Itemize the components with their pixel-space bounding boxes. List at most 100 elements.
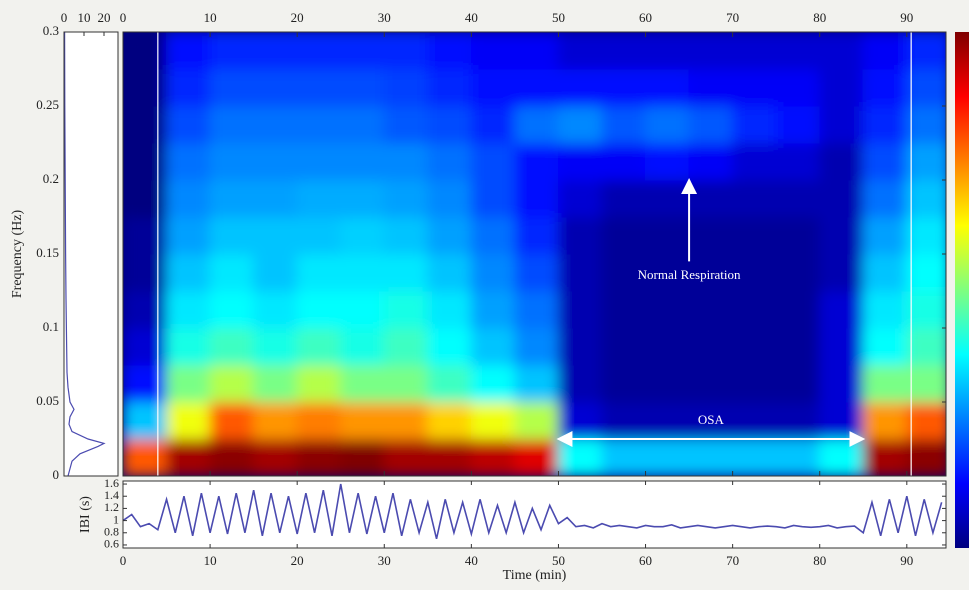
heatmap-cell <box>601 402 646 440</box>
heatmap-cell <box>253 365 298 403</box>
heatmap-cell <box>906 402 951 440</box>
heatmap-cell <box>906 217 951 255</box>
heatmap-cell <box>210 106 255 144</box>
heatmap-cell <box>123 180 168 218</box>
x-tick-label: 80 <box>813 553 826 568</box>
heatmap-cell <box>427 143 472 181</box>
heatmap-cell <box>297 365 342 403</box>
heatmap-cell <box>863 69 908 107</box>
heatmap-cell <box>166 217 211 255</box>
heatmap-cell <box>645 143 690 181</box>
heatmap-cell <box>471 180 516 218</box>
heatmap-cell <box>645 180 690 218</box>
heatmap-cell <box>732 291 777 329</box>
x-tick-label: 0 <box>61 10 68 25</box>
heatmap-cell <box>427 328 472 366</box>
heatmap-cell <box>384 217 429 255</box>
heatmap-cell <box>427 254 472 292</box>
heatmap-cell <box>166 402 211 440</box>
heatmap-cell <box>253 143 298 181</box>
heatmap-cell <box>253 180 298 218</box>
heatmap-cell <box>558 217 603 255</box>
heatmap-cell <box>776 180 821 218</box>
heatmap-cell <box>689 143 734 181</box>
chart: Normal RespirationOSA00.050.10.150.20.25… <box>0 0 969 585</box>
heatmap-cell <box>427 32 472 70</box>
plot-area <box>64 32 118 476</box>
heatmap-cell <box>210 365 255 403</box>
heatmap-cell <box>601 32 646 70</box>
heatmap-cell <box>123 69 168 107</box>
heatmap-cell <box>297 254 342 292</box>
y-tick-label: 1.4 <box>104 488 119 502</box>
y-axis-label: IBI (s) <box>78 496 93 533</box>
heatmap-cell <box>297 291 342 329</box>
heatmap-cell <box>253 402 298 440</box>
heatmap-cell <box>819 106 864 144</box>
heatmap-cell <box>166 328 211 366</box>
heatmap-cell <box>210 143 255 181</box>
heatmap-cell <box>297 69 342 107</box>
heatmap-cell <box>906 328 951 366</box>
x-tick-label: 60 <box>639 553 652 568</box>
y-tick-label: 0.15 <box>36 245 59 260</box>
heatmap-cell <box>123 402 168 440</box>
heatmap-cell <box>558 254 603 292</box>
y-tick-label: 1.6 <box>104 476 119 490</box>
heatmap-cell <box>601 106 646 144</box>
heatmap-cell <box>340 254 385 292</box>
heatmap-cell <box>732 402 777 440</box>
heatmap-cell <box>689 328 734 366</box>
heatmap-cell <box>340 69 385 107</box>
y-tick-label: 0 <box>53 467 60 482</box>
heatmap-cell <box>210 254 255 292</box>
heatmap-cell <box>514 32 559 70</box>
x-tick-label: 20 <box>291 553 304 568</box>
heatmap-cell <box>906 439 951 477</box>
heatmap-cell <box>558 106 603 144</box>
heatmap-cell <box>340 32 385 70</box>
heatmap-cell <box>471 254 516 292</box>
heatmap-cell <box>732 328 777 366</box>
heatmap-cell <box>863 180 908 218</box>
heatmap-cell <box>166 69 211 107</box>
y-tick-label: 0.6 <box>104 537 119 551</box>
heatmap-cell <box>776 106 821 144</box>
heatmap-cell <box>819 32 864 70</box>
heatmap-cell <box>427 365 472 403</box>
heatmap-cell <box>166 254 211 292</box>
heatmap-cell <box>601 69 646 107</box>
heatmap-cell <box>863 254 908 292</box>
heatmap-cell <box>123 106 168 144</box>
heatmap-cell <box>384 402 429 440</box>
heatmap-cell <box>645 402 690 440</box>
heatmap-cell <box>514 180 559 218</box>
heatmap-cell <box>776 254 821 292</box>
heatmap-cell <box>819 439 864 477</box>
heatmap-cell <box>863 439 908 477</box>
heatmap-cell <box>601 180 646 218</box>
heatmap-cell <box>514 143 559 181</box>
y-tick-label: 0.25 <box>36 97 59 112</box>
heatmap-cell <box>253 439 298 477</box>
heatmap-cell <box>558 69 603 107</box>
heatmap-cell <box>514 439 559 477</box>
heatmap-cell <box>384 143 429 181</box>
heatmap-cell <box>776 143 821 181</box>
heatmap-cell <box>166 180 211 218</box>
heatmap-cell <box>427 106 472 144</box>
heatmap-cell <box>645 69 690 107</box>
heatmap-cell <box>776 32 821 70</box>
heatmap-cell <box>471 402 516 440</box>
heatmap-cell <box>297 32 342 70</box>
heatmap-cell <box>297 328 342 366</box>
x-tick-label: 90 <box>900 10 913 25</box>
x-tick-label: 60 <box>639 10 652 25</box>
heatmap-cell <box>819 402 864 440</box>
heatmap-cell <box>210 439 255 477</box>
heatmap-cell <box>601 365 646 403</box>
x-tick-label: 30 <box>378 10 391 25</box>
heatmap-cell <box>776 69 821 107</box>
y-tick-label: 0.8 <box>104 525 119 539</box>
heatmap-cell <box>210 402 255 440</box>
